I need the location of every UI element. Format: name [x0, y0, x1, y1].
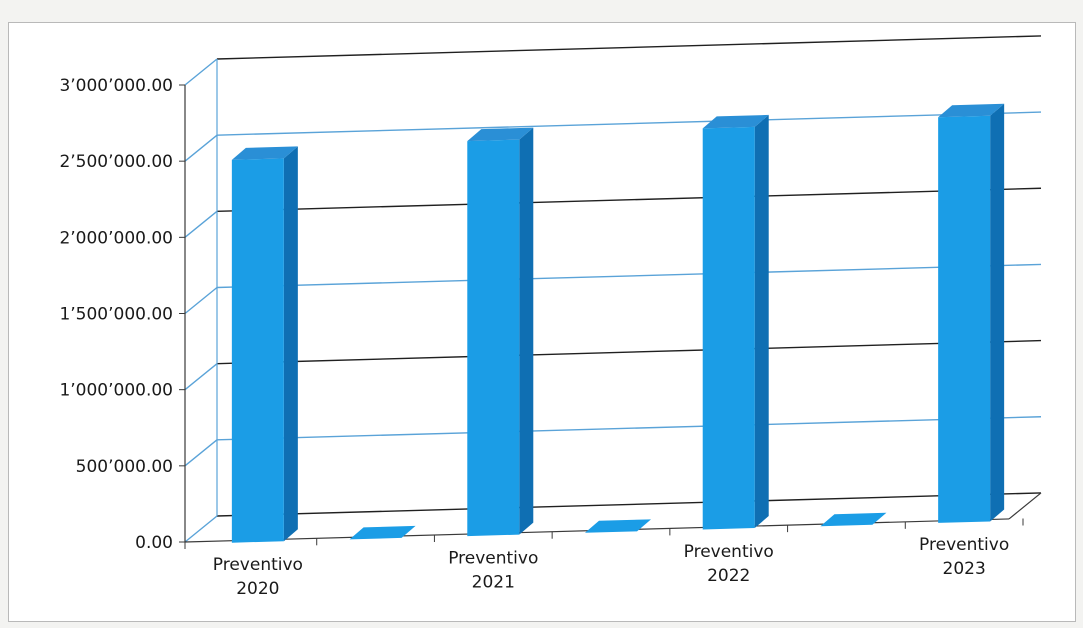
bar-top	[702, 114, 769, 129]
bar-chart: 0.00 500’000.00 1’000’000.00 1’500’000.00 2’…	[59, 35, 1042, 599]
gridline-side	[184, 286, 218, 315]
y-tick-label: 1’500’000.00	[59, 305, 173, 325]
gridline-side	[184, 58, 218, 86]
gridline	[216, 416, 1042, 441]
y-tick-label: 0.00	[135, 533, 173, 553]
gridline-side	[184, 134, 218, 162]
gridline	[216, 492, 1042, 517]
x-tick-label-line: Preventivo	[213, 555, 303, 575]
x-tick-label-line: 2022	[707, 566, 750, 586]
bar	[349, 525, 416, 540]
chart-frame: 0.00 500’000.00 1’000’000.00 1’500’000.00 2’…	[8, 22, 1076, 622]
gridline-side	[184, 210, 218, 238]
gridline-side	[184, 439, 218, 467]
gridline-side	[184, 363, 218, 391]
x-axis-depth	[1008, 492, 1042, 520]
bar	[938, 115, 991, 523]
gridline	[216, 111, 1042, 136]
gridline	[216, 35, 1042, 60]
y-tick-label: 500’000.00	[76, 457, 173, 477]
bar	[467, 139, 520, 537]
x-tick-label: Preventivo 2020	[213, 555, 303, 599]
x-tick-label-line: 2021	[472, 572, 515, 592]
bar-side	[283, 146, 298, 542]
bar	[820, 512, 887, 527]
y-tick-label: 2’500’000.00	[59, 152, 173, 172]
bar	[231, 158, 284, 543]
x-tick-label-line: Preventivo	[919, 535, 1009, 555]
bar-side	[519, 127, 534, 535]
bar	[702, 126, 755, 530]
x-tick-label: Preventivo 2023	[919, 535, 1009, 579]
y-tick-label: 2’000’000.00	[59, 228, 173, 248]
bar-top	[231, 146, 298, 160]
y-tick-label: 3’000’000.00	[59, 76, 173, 96]
x-tick-label-line: Preventivo	[448, 548, 538, 568]
gridline	[216, 187, 1042, 213]
x-tick-label-line: 2020	[236, 579, 279, 599]
bar-side	[754, 114, 769, 529]
bar-side	[990, 103, 1005, 522]
x-tick-label-line: Preventivo	[684, 542, 774, 562]
gridline-side	[184, 515, 218, 543]
x-tick-label: Preventivo 2022	[684, 542, 774, 586]
x-tick-label: Preventivo 2021	[448, 548, 538, 592]
x-tick-label-line: 2023	[943, 559, 986, 579]
bar-top	[938, 103, 1005, 118]
gridline	[216, 339, 1042, 365]
bar-top	[467, 127, 534, 142]
y-tick-label: 1’000’000.00	[59, 381, 173, 401]
gridline	[216, 263, 1042, 289]
bar	[585, 519, 651, 533]
